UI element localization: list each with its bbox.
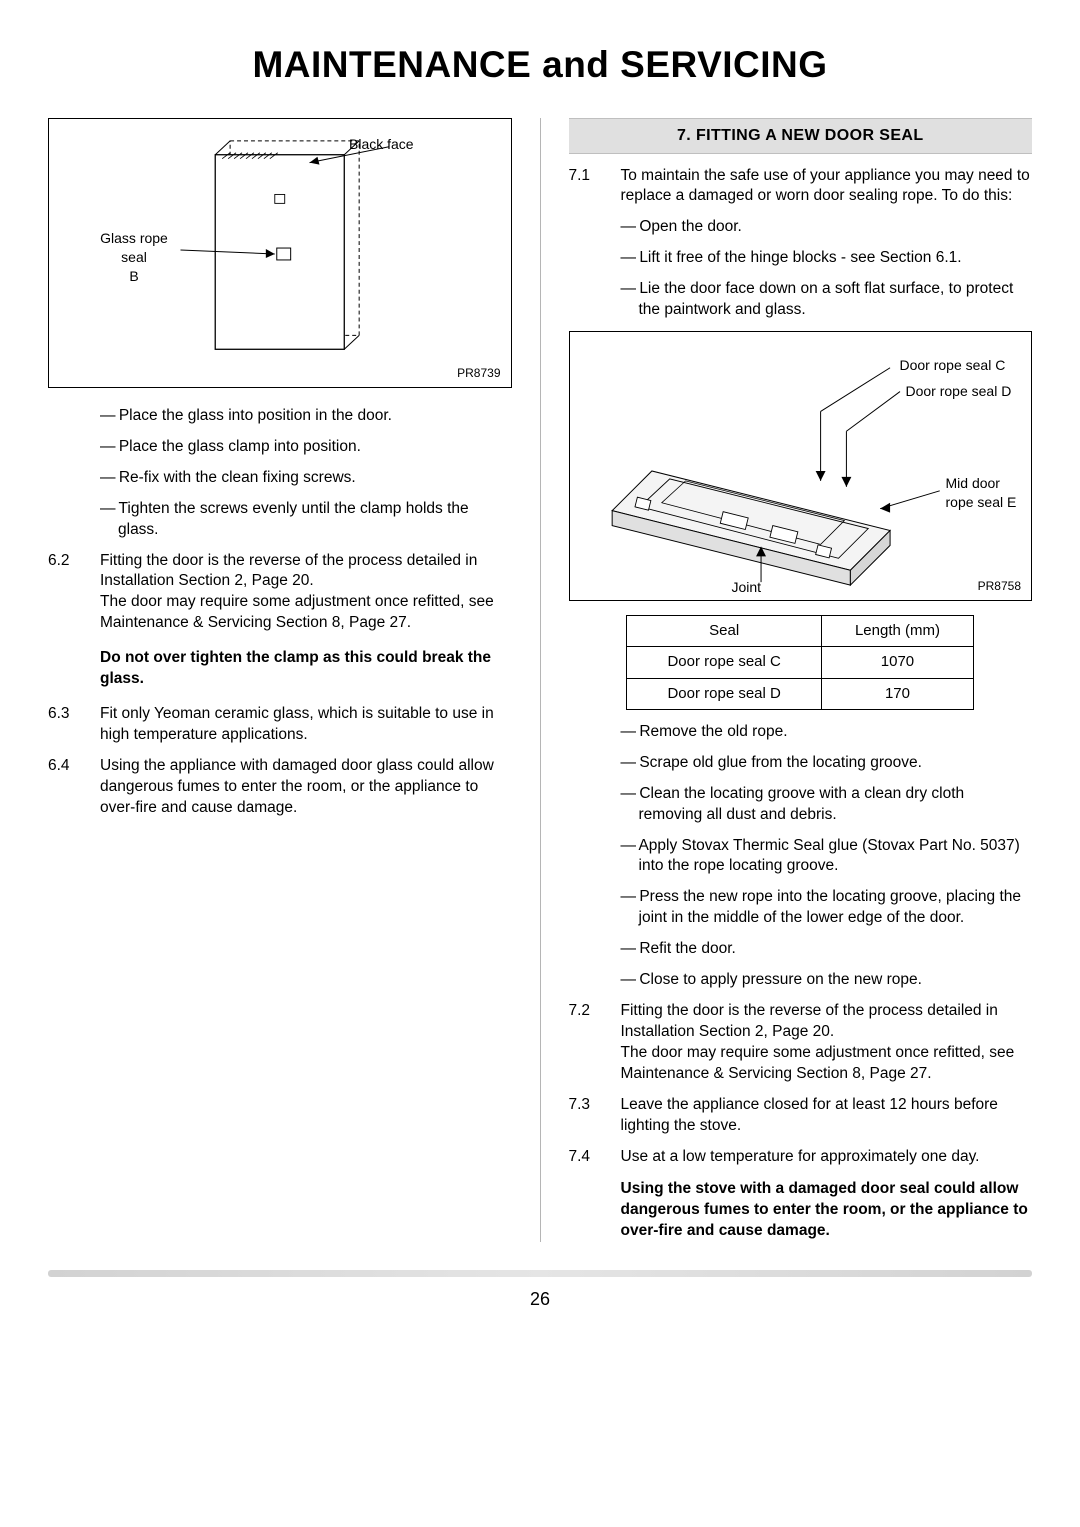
label-joint: Joint [732,578,762,597]
label-line: Mid door [946,475,1000,491]
bullet-item: — Lie the door face down on a soft flat … [621,279,1033,321]
item-text: Using the appliance with damaged door gl… [100,756,512,819]
item-text: Fitting the door is the reverse of the p… [621,1001,1033,1085]
bullet-text: Open the door. [639,218,742,235]
label-glass-rope-seal: Glass rope seal B [89,229,179,286]
numbered-item-7-1: 7.1 To maintain the safe use of your app… [569,166,1033,208]
bullet-text: Close to apply pressure on the new rope. [639,971,922,988]
table-header: Length (mm) [821,616,973,647]
bullet-item: — Press the new rope into the locating g… [621,887,1033,929]
item-number: 7.4 [569,1147,607,1168]
bullet-item: — Scrape old glue from the locating groo… [621,753,1033,774]
table-header: Seal [627,616,821,647]
item-text: To maintain the safe use of your applian… [621,166,1033,208]
bullet-item: — Re-fix with the clean fixing screws. [100,468,512,489]
table-row: Door rope seal C 1070 [627,647,974,678]
section-heading-7: 7. FITTING A NEW DOOR SEAL [569,118,1033,154]
bullet-text: Clean the locating groove with a clean d… [639,785,965,823]
bullet-item: — Clean the locating groove with a clean… [621,784,1033,826]
numbered-item-7-4: 7.4 Use at a low temperature for approxi… [569,1147,1033,1168]
column-divider [540,118,541,1242]
bullet-text: Place the glass clamp into position. [119,438,361,455]
bullet-item: — Tighten the screws evenly until the cl… [100,499,512,541]
numbered-item-7-2: 7.2 Fitting the door is the reverse of t… [569,1001,1033,1085]
table-cell: 1070 [821,647,973,678]
bullet-item: — Remove the old rope. [621,722,1033,743]
bullet-item: — Open the door. [621,217,1033,238]
diagram-glass-panel: Black face Glass rope seal B PR8739 [48,118,512,388]
table-cell: Door rope seal C [627,647,821,678]
table-row: Door rope seal D 170 [627,678,974,709]
label-seal-c: Door rope seal C [900,356,1006,375]
item-number: 7.3 [569,1095,607,1137]
bullet-text: Lie the door face down on a soft flat su… [639,280,1014,318]
bullet-text: Tighten the screws evenly until the clam… [118,500,469,538]
item-text: Leave the appliance closed for at least … [621,1095,1033,1137]
item-number: 7.2 [569,1001,607,1085]
bullet-item: — Place the glass clamp into position. [100,437,512,458]
label-black-face: Black face [349,135,414,154]
text-line: The door may require some adjustment onc… [100,593,494,631]
warning-bold: Do not over tighten the clamp as this co… [100,648,512,690]
bullet-text: Press the new rope into the locating gro… [639,888,1022,926]
bullet-item: — Close to apply pressure on the new rop… [621,970,1033,991]
bullet-item: — Refit the door. [621,939,1033,960]
bullet-text: Remove the old rope. [639,723,787,740]
seal-length-table: Seal Length (mm) Door rope seal C 1070 D… [626,615,974,710]
label-line: Glass rope [100,230,168,246]
bullet-text: Lift it free of the hinge blocks - see S… [639,249,961,266]
numbered-item-7-3: 7.3 Leave the appliance closed for at le… [569,1095,1033,1137]
item-text: Fitting the door is the reverse of the p… [100,551,512,635]
bullet-item: — Apply Stovax Thermic Seal glue (Stovax… [621,836,1033,878]
label-seal-d: Door rope seal D [906,382,1012,401]
label-mid-seal: Mid door rope seal E [946,474,1017,512]
bullet-item: — Place the glass into position in the d… [100,406,512,427]
bullet-text: Refit the door. [639,940,736,957]
table-cell: 170 [821,678,973,709]
left-column: Black face Glass rope seal B PR8739 — Pl… [48,118,512,1242]
label-line: rope seal E [946,494,1017,510]
item-number: 6.2 [48,551,86,635]
right-column: 7. FITTING A NEW DOOR SEAL 7.1 To mainta… [569,118,1033,1242]
label-line: seal [121,249,147,265]
footer-rule [48,1270,1032,1277]
text-line: Fitting the door is the reverse of the p… [100,552,477,590]
label-line: B [129,268,138,284]
bullet-text: Scrape old glue from the locating groove… [639,754,922,771]
page-number: 26 [48,1287,1032,1311]
text-line: The door may require some adjustment onc… [621,1044,1015,1082]
numbered-item-6-4: 6.4 Using the appliance with damaged doo… [48,756,512,819]
numbered-item-6-2: 6.2 Fitting the door is the reverse of t… [48,551,512,635]
bullet-text: Apply Stovax Thermic Seal glue (Stovax P… [638,837,1019,875]
diagram-door-seal: Door rope seal C Door rope seal D Mid do… [569,331,1033,601]
page-title: MAINTENANCE and SERVICING [48,40,1032,90]
bullet-item: — Lift it free of the hinge blocks - see… [621,248,1033,269]
item-text: Use at a low temperature for approximate… [621,1147,1033,1168]
numbered-item-6-3: 6.3 Fit only Yeoman ceramic glass, which… [48,704,512,746]
item-text: Fit only Yeoman ceramic glass, which is … [100,704,512,746]
item-number: 7.1 [569,166,607,208]
bullet-text: Re-fix with the clean fixing screws. [119,469,356,486]
bullet-text: Place the glass into position in the doo… [119,407,392,424]
two-column-layout: Black face Glass rope seal B PR8739 — Pl… [48,118,1032,1242]
table-cell: Door rope seal D [627,678,821,709]
item-number: 6.4 [48,756,86,819]
diagram-code: PR8758 [978,578,1021,594]
text-line: Fitting the door is the reverse of the p… [621,1002,998,1040]
warning-bold: Using the stove with a damaged door seal… [621,1179,1033,1242]
item-number: 6.3 [48,704,86,746]
diagram-code: PR8739 [457,365,500,381]
